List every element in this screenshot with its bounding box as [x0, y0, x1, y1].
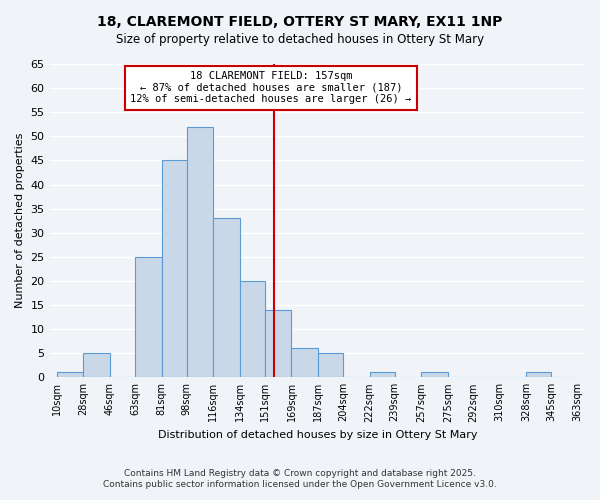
Bar	[292, 348, 318, 378]
Bar	[135, 257, 161, 378]
Bar	[526, 372, 551, 378]
Bar	[370, 372, 395, 378]
Bar	[265, 310, 292, 378]
Bar	[161, 160, 187, 378]
Bar	[83, 353, 110, 378]
Text: Contains HM Land Registry data © Crown copyright and database right 2025.: Contains HM Land Registry data © Crown c…	[124, 468, 476, 477]
X-axis label: Distribution of detached houses by size in Ottery St Mary: Distribution of detached houses by size …	[158, 430, 477, 440]
Text: Size of property relative to detached houses in Ottery St Mary: Size of property relative to detached ho…	[116, 32, 484, 46]
Text: Contains public sector information licensed under the Open Government Licence v3: Contains public sector information licen…	[103, 480, 497, 489]
Bar	[318, 353, 343, 378]
Text: 18, CLAREMONT FIELD, OTTERY ST MARY, EX11 1NP: 18, CLAREMONT FIELD, OTTERY ST MARY, EX1…	[97, 15, 503, 29]
Y-axis label: Number of detached properties: Number of detached properties	[15, 133, 25, 308]
Bar	[187, 126, 213, 378]
Bar	[421, 372, 448, 378]
Bar	[213, 218, 240, 378]
Bar	[57, 372, 83, 378]
Bar	[240, 281, 265, 378]
Text: 18 CLAREMONT FIELD: 157sqm
← 87% of detached houses are smaller (187)
12% of sem: 18 CLAREMONT FIELD: 157sqm ← 87% of deta…	[130, 71, 412, 104]
